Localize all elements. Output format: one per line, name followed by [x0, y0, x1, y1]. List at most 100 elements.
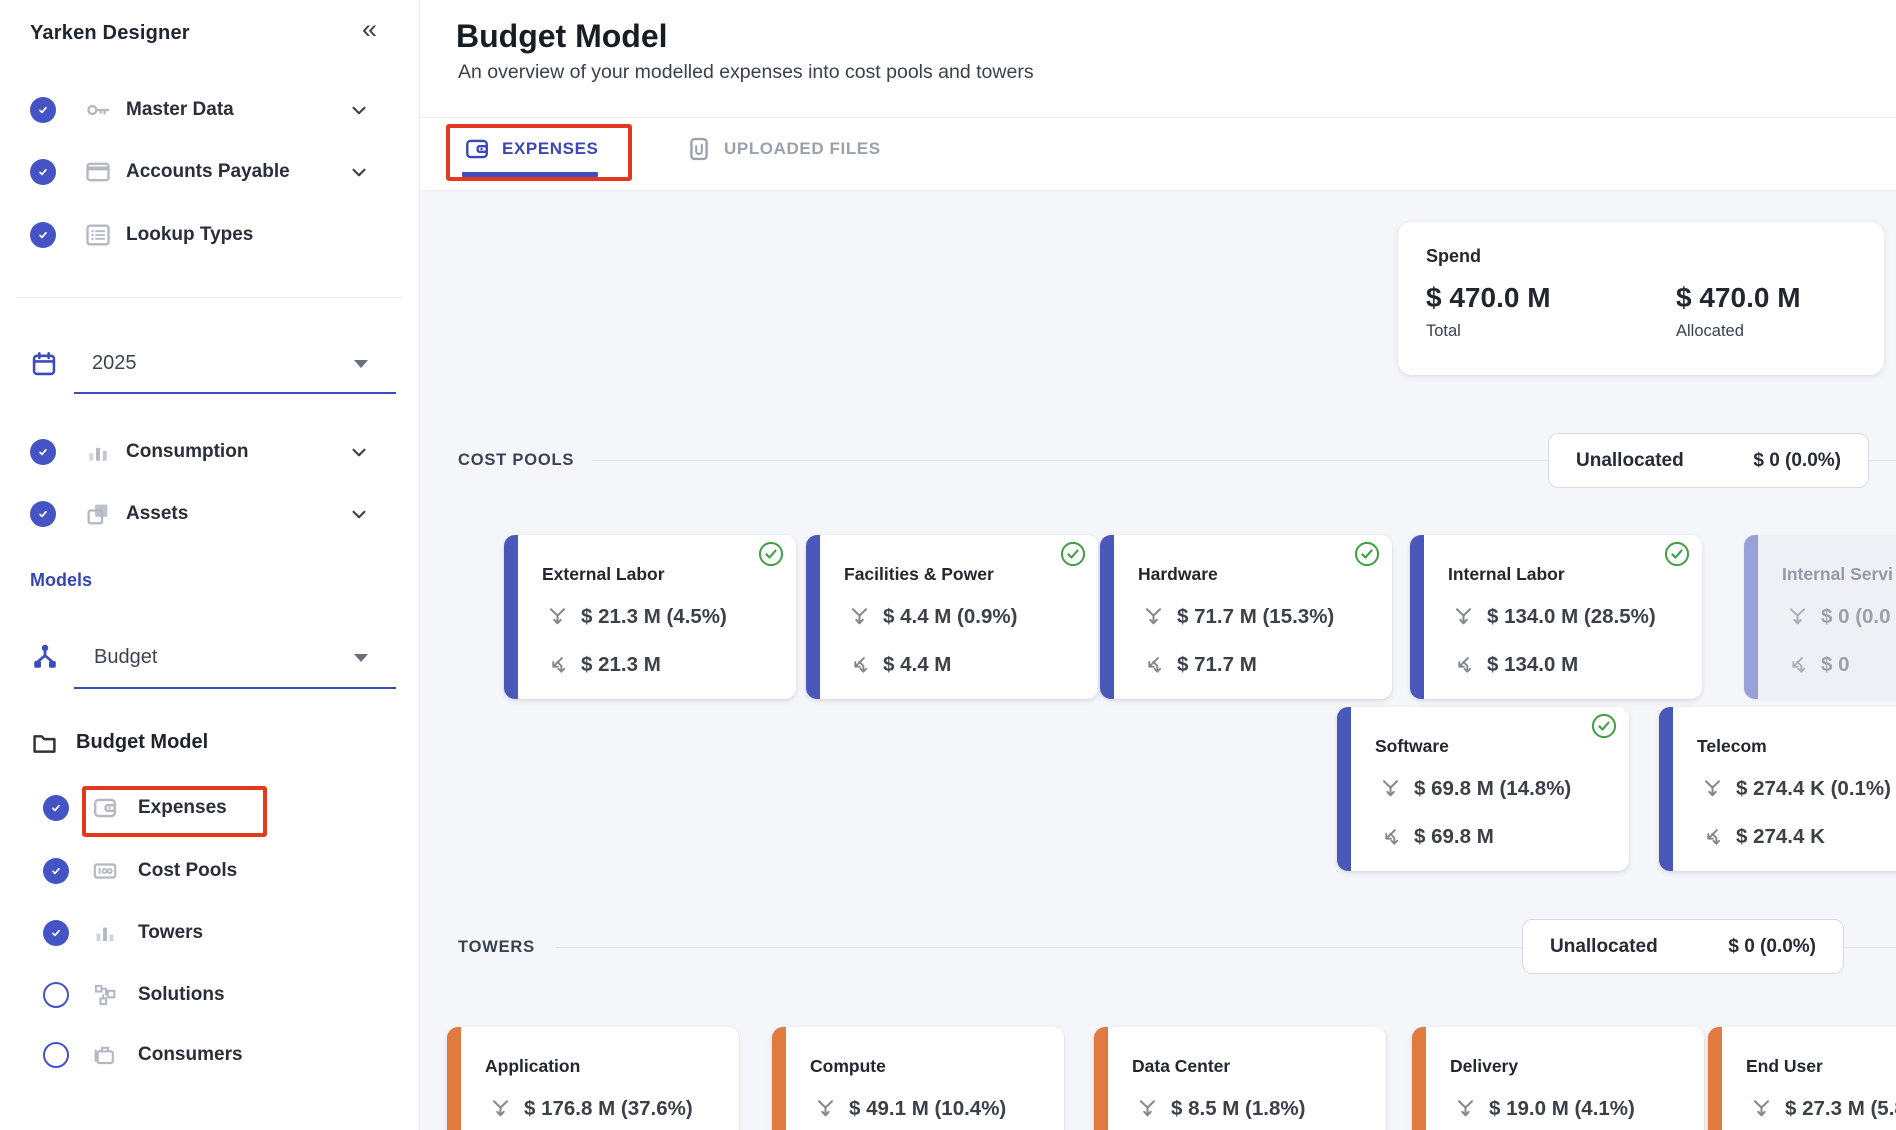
checked-circle-icon[interactable] — [30, 97, 56, 123]
checked-circle-icon[interactable] — [30, 222, 56, 248]
tree-root-budget-model[interactable]: Budget Model — [0, 718, 420, 770]
sidebar-item-consumers[interactable]: Consumers — [0, 1029, 420, 1081]
banknote-icon — [92, 858, 118, 884]
key-icon — [84, 96, 112, 124]
sidebar-item-label: Lookup Types — [126, 224, 254, 245]
card-title: Internal Labor — [1448, 564, 1565, 584]
inflow-value: $ 69.8 M (14.8%) — [1414, 777, 1572, 800]
sidebar-item-cost-pools[interactable]: Cost Pools — [0, 845, 420, 897]
folder-icon — [31, 730, 58, 757]
credit-card-icon — [84, 158, 112, 186]
model-select[interactable]: Budget — [0, 632, 420, 684]
sidebar-item-accounts-payable[interactable]: Accounts Payable — [0, 146, 420, 198]
merge-arrows-icon — [489, 1098, 512, 1121]
checked-circle-icon[interactable] — [30, 439, 56, 465]
chevron-down-icon[interactable] — [348, 441, 370, 463]
divider — [421, 117, 1896, 118]
cost-pool-card-software[interactable]: Software $ 69.8 M (14.8%) $ 69.8 M — [1337, 707, 1629, 871]
split-arrows-icon — [848, 654, 871, 677]
status-check-icon — [1354, 541, 1380, 567]
card-accent-stripe — [504, 535, 518, 699]
card-title: Facilities & Power — [844, 564, 994, 584]
section-divider — [592, 460, 1896, 461]
checked-circle-icon[interactable] — [43, 795, 69, 821]
tab-label: UPLOADED FILES — [724, 139, 881, 158]
card-title: Internal Servi — [1782, 564, 1893, 584]
cost-pool-card-telecom[interactable]: Telecom $ 274.4 K (0.1%) $ 274.4 K — [1659, 707, 1896, 871]
unchecked-circle-icon[interactable] — [43, 1042, 69, 1068]
sidebar-item-label: Towers — [138, 922, 204, 943]
tower-card-end-user[interactable]: End User $ 27.3 M (5.8% — [1708, 1027, 1896, 1130]
tower-card-application[interactable]: Application $ 176.8 M (37.6%) — [447, 1027, 739, 1130]
cost-pool-card-external-labor[interactable]: External Labor $ 21.3 M (4.5%) $ 21.3 M — [504, 535, 796, 699]
merge-arrows-icon — [814, 1098, 837, 1121]
unchecked-circle-icon[interactable] — [43, 982, 69, 1008]
checked-circle-icon[interactable] — [30, 159, 56, 185]
sidebar-item-lookup-types[interactable]: Lookup Types — [0, 209, 420, 261]
cost-pool-card-facilities-power[interactable]: Facilities & Power $ 4.4 M (0.9%) $ 4.4 … — [806, 535, 1098, 699]
spend-allocated-column: $ 470.0 M Allocated — [1676, 282, 1801, 341]
tab-label: EXPENSES — [502, 139, 599, 158]
divider — [16, 297, 402, 298]
sidebar-item-label: Master Data — [126, 99, 234, 120]
split-arrows-icon — [1701, 826, 1724, 849]
card-title: External Labor — [542, 564, 665, 584]
sidebar-item-expenses[interactable]: Expenses — [0, 782, 420, 834]
cost-pool-card-internal-service[interactable]: Internal Servi $ 0 (0.0 $ 0 — [1744, 535, 1896, 699]
models-section-label: Models — [30, 570, 93, 590]
cost-pool-card-hardware[interactable]: Hardware $ 71.7 M (15.3%) $ 71.7 M — [1100, 535, 1392, 699]
status-check-icon — [1060, 541, 1086, 567]
sidebar-item-master-data[interactable]: Master Data — [0, 84, 420, 136]
split-arrows-icon — [1142, 654, 1165, 677]
sidebar-item-assets[interactable]: Assets — [0, 488, 420, 540]
tower-card-compute[interactable]: Compute $ 49.1 M (10.4%) — [772, 1027, 1064, 1130]
model-select-value: Budget — [94, 646, 158, 668]
tab-uploaded-files[interactable]: UPLOADED FILES — [686, 136, 881, 162]
merge-arrows-icon — [1142, 606, 1165, 629]
card-title: Application — [485, 1056, 581, 1076]
tab-expenses[interactable]: EXPENSES — [464, 136, 598, 162]
card-accent-stripe — [1337, 707, 1351, 871]
chevron-down-icon[interactable] — [348, 161, 370, 183]
sidebar-item-solutions[interactable]: Solutions — [0, 969, 420, 1021]
collapse-sidebar-button[interactable]: « — [362, 14, 378, 44]
spend-summary-card: Spend $ 470.0 M Total $ 470.0 M Allocate… — [1398, 222, 1884, 375]
sidebar-item-consumption[interactable]: Consumption — [0, 426, 420, 478]
allocated-value: $ 0 — [1821, 653, 1850, 676]
inflow-value: $ 134.0 M (28.5%) — [1487, 605, 1656, 628]
sidebar-item-label: Accounts Payable — [126, 161, 290, 182]
year-select-value: 2025 — [92, 352, 137, 374]
split-arrows-icon — [1379, 826, 1402, 849]
allocated-label: Allocated — [1676, 322, 1744, 340]
card-title: Telecom — [1697, 736, 1767, 756]
inflow-value: $ 176.8 M (37.6%) — [524, 1097, 693, 1120]
unallocated-value: $ 0 (0.0%) — [1728, 935, 1816, 957]
page-subtitle: An overview of your modelled expenses in… — [458, 61, 1034, 83]
cost-pool-card-internal-labor[interactable]: Internal Labor $ 134.0 M (28.5%) $ 134.0… — [1410, 535, 1702, 699]
card-title: End User — [1746, 1056, 1823, 1076]
allocated-value: $ 69.8 M — [1414, 825, 1494, 848]
card-title: Data Center — [1132, 1056, 1231, 1076]
card-accent-stripe — [447, 1027, 461, 1130]
towers-chart-icon — [92, 920, 118, 946]
unallocated-value: $ 0 (0.0%) — [1753, 449, 1841, 471]
bar-chart-icon — [84, 438, 112, 466]
app-title: Yarken Designer — [30, 22, 190, 44]
year-select[interactable]: 2025 — [0, 338, 420, 390]
checked-circle-icon[interactable] — [43, 858, 69, 884]
unallocated-label: Unallocated — [1550, 935, 1658, 957]
tower-card-delivery[interactable]: Delivery $ 19.0 M (4.1%) — [1412, 1027, 1704, 1130]
sidebar-item-towers[interactable]: Towers — [0, 907, 420, 959]
tower-card-data-center[interactable]: Data Center $ 8.5 M (1.8%) — [1094, 1027, 1386, 1130]
merge-arrows-icon — [1750, 1098, 1773, 1121]
divider — [421, 190, 1896, 191]
inflow-value: $ 0 (0.0 — [1821, 605, 1891, 628]
chevron-down-icon[interactable] — [348, 503, 370, 525]
checked-circle-icon[interactable] — [43, 920, 69, 946]
annotation-highlight-box — [446, 124, 632, 181]
sidebar-item-label: Solutions — [138, 984, 225, 1005]
checked-circle-icon[interactable] — [30, 501, 56, 527]
chevron-down-icon[interactable] — [348, 99, 370, 121]
briefcase-icon — [92, 1042, 118, 1068]
